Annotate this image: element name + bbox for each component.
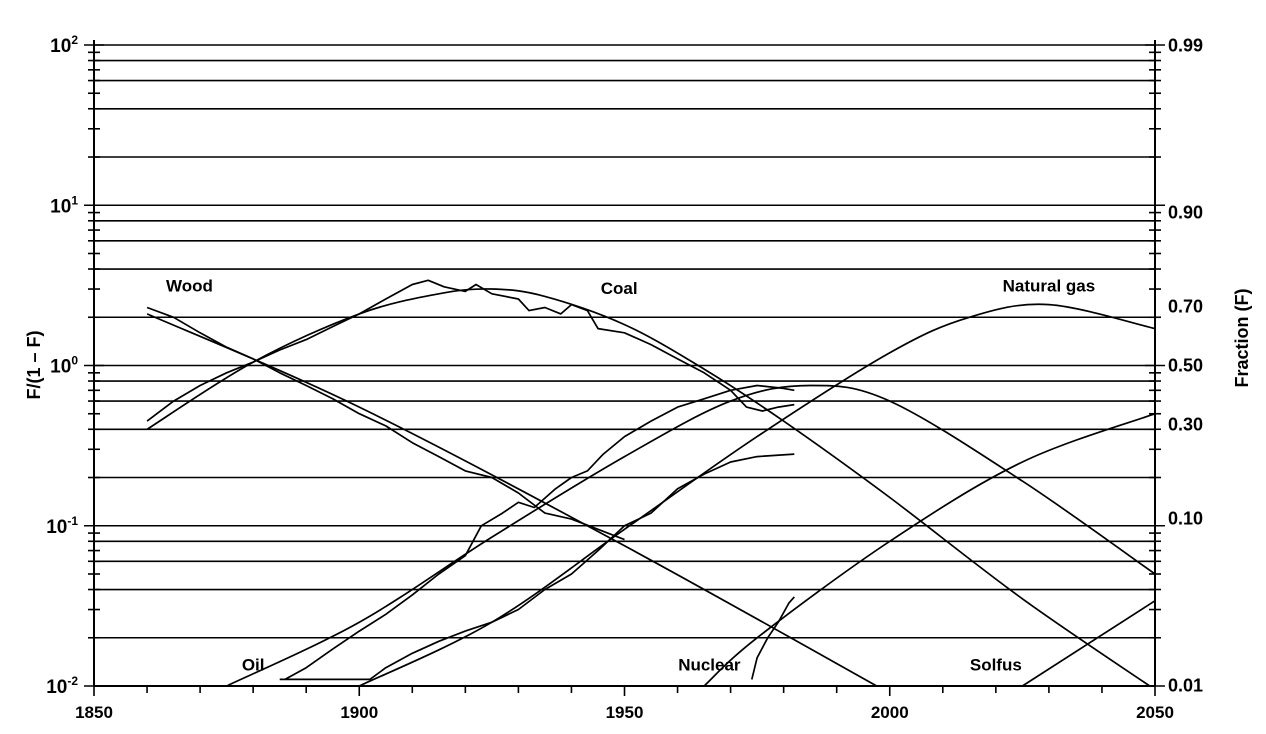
solfus-fitted-line (1021, 600, 1155, 686)
y-tick-label-left: 102 (50, 33, 78, 57)
gridlines (94, 44, 1155, 687)
y-tick-label-right: 0.01 (1168, 675, 1203, 695)
y-tick-label-right: 0.90 (1168, 203, 1203, 223)
natural-gas-fitted-line (358, 303, 1155, 686)
x-tick-label: 2050 (1136, 703, 1174, 722)
wood-label: Wood (166, 276, 213, 295)
series-lines (146, 279, 1155, 686)
y-axis-title-right: Fraction (F) (1232, 289, 1252, 388)
x-tick-label: 1850 (75, 703, 113, 722)
y-tick-label-right: 0.70 (1168, 297, 1203, 317)
y-tick-label-left: 10-1 (46, 514, 78, 538)
oil-fitted-line (226, 384, 1155, 686)
wood-fitted-line (146, 313, 879, 686)
oil-observed-line (284, 384, 795, 681)
y-tick-label-left: 100 (50, 354, 78, 378)
coal-observed-line (146, 279, 795, 422)
nuclear-observed-line (750, 596, 795, 680)
wood-observed-line (146, 306, 625, 541)
natural-gas-observed-line (279, 453, 795, 681)
y-axis-title-left: F/(1 – F) (24, 330, 44, 399)
x-tick-label: 1900 (340, 703, 378, 722)
y-tick-label-right: 0.50 (1168, 356, 1203, 376)
nuclear-label: Nuclear (678, 655, 741, 674)
coal-fitted-line (146, 288, 1152, 686)
natural-gas-label: Natural gas (1003, 276, 1096, 295)
y-tick-label-right: 0.99 (1168, 36, 1203, 56)
y-tick-label-left: 10-2 (46, 674, 78, 698)
x-tick-label: 1950 (606, 703, 644, 722)
y-tick-label-left: 101 (50, 193, 78, 217)
tick-labels: 1850 1900 1950 2000 2050 102 101 100 10-1 10-2 0.9… (46, 33, 1203, 722)
x-tick-label: 2000 (871, 703, 909, 722)
nuclear-fitted-line (703, 412, 1155, 686)
y-tick-label-right: 0.10 (1168, 508, 1203, 528)
axes (84, 40, 1165, 696)
solfus-label: Solfus (970, 655, 1022, 674)
oil-label: Oil (242, 655, 265, 674)
coal-label: Coal (601, 279, 638, 298)
series-labels: Wood Coal Oil Natural gas Nuclear Solfus (166, 276, 1095, 674)
y-tick-label-right: 0.30 (1168, 414, 1203, 434)
